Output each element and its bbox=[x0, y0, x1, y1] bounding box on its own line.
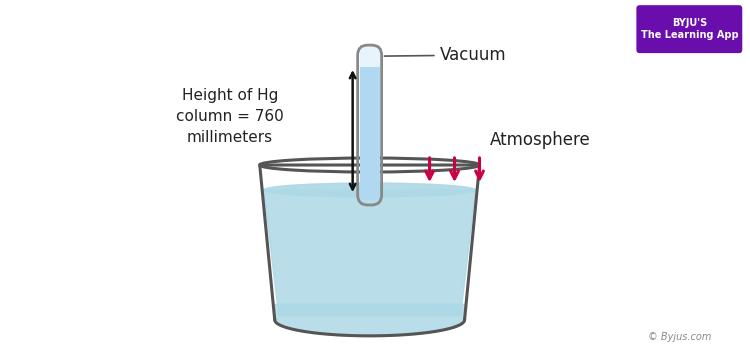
FancyBboxPatch shape bbox=[636, 5, 742, 53]
Polygon shape bbox=[264, 190, 476, 316]
Text: Vacuum: Vacuum bbox=[385, 46, 506, 64]
Text: Height of Hg
column = 760
millimeters: Height of Hg column = 760 millimeters bbox=[176, 88, 284, 145]
Text: © Byjus.com: © Byjus.com bbox=[648, 332, 711, 342]
FancyBboxPatch shape bbox=[360, 45, 380, 67]
Ellipse shape bbox=[264, 183, 476, 197]
Text: BYJU'S
The Learning App: BYJU'S The Learning App bbox=[640, 18, 738, 40]
FancyBboxPatch shape bbox=[360, 67, 380, 200]
Text: Atmosphere: Atmosphere bbox=[490, 131, 590, 149]
